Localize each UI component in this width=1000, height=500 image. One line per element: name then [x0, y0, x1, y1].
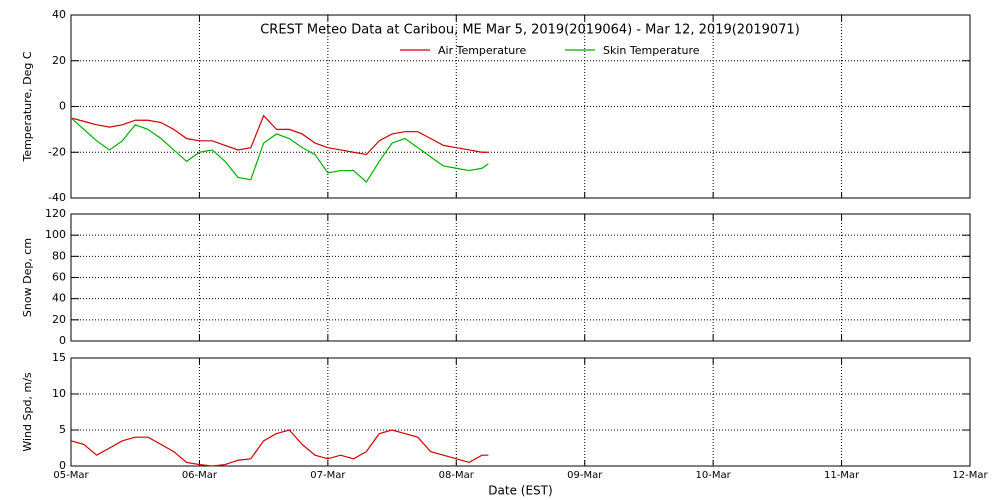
- plot-frame: [70, 213, 971, 342]
- y-tick-label: 20: [52, 313, 66, 326]
- y-tick-label: 20: [52, 54, 66, 67]
- chart-title: CREST Meteo Data at Caribou, ME Mar 5, 2…: [260, 23, 800, 38]
- y-tick-label: 120: [45, 207, 66, 220]
- y-tick-label: 15: [52, 351, 66, 364]
- y-tick-label: 10: [52, 387, 66, 400]
- y-axis-label: Wind Spd, m/s: [21, 372, 34, 452]
- y-tick-label: 0: [59, 459, 66, 472]
- y-tick-label: -40: [48, 191, 66, 204]
- y-tick-label: 0: [59, 100, 66, 113]
- y-tick-label: 80: [52, 249, 66, 262]
- x-tick-label: 12-Mar: [952, 470, 988, 481]
- y-axis-label: Temperature, Deg C: [21, 51, 34, 162]
- legend-label: Air Temperature: [438, 44, 527, 57]
- series-line: [70, 114, 489, 156]
- legend-label: Skin Temperature: [603, 44, 700, 57]
- series-line: [70, 429, 489, 467]
- y-axis-label: Snow Dep, cm: [21, 238, 34, 317]
- plot-frame: [70, 14, 971, 199]
- x-tick-label: 07-Mar: [310, 470, 346, 481]
- x-tick-label: 10-Mar: [696, 470, 732, 481]
- y-tick-label: 40: [52, 292, 66, 305]
- x-tick-label: 08-Mar: [439, 470, 475, 481]
- series-line: [70, 117, 489, 183]
- y-tick-label: 5: [59, 423, 66, 436]
- plot-frame: [70, 357, 971, 467]
- y-tick-label: 100: [45, 228, 66, 241]
- x-tick-label: 11-Mar: [824, 470, 860, 481]
- y-tick-label: 60: [52, 271, 66, 284]
- x-tick-label: 09-Mar: [567, 470, 603, 481]
- y-tick-label: 40: [52, 8, 66, 21]
- x-axis-label: Date (EST): [488, 484, 552, 498]
- y-tick-label: -20: [48, 145, 66, 158]
- y-tick-label: 0: [59, 334, 66, 347]
- x-tick-label: 05-Mar: [53, 470, 89, 481]
- x-tick-label: 06-Mar: [182, 470, 218, 481]
